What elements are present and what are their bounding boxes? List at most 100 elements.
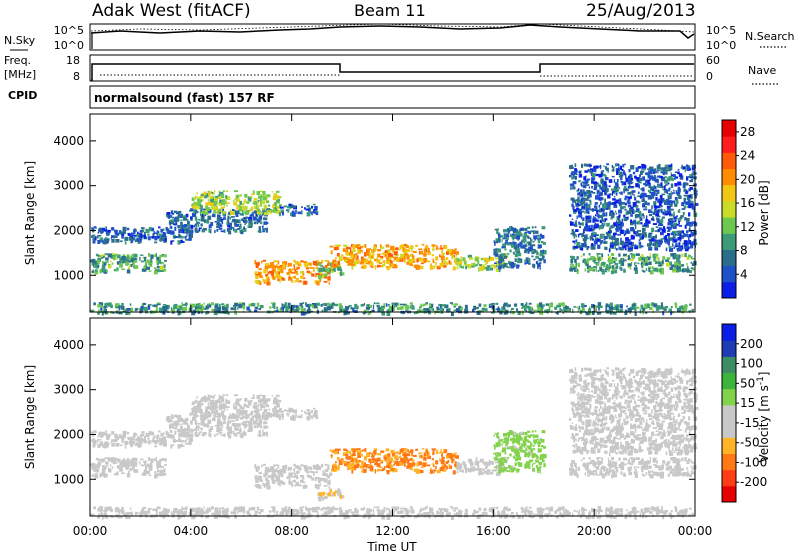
echo-cell (210, 222, 214, 226)
echo-cell (615, 266, 619, 269)
echo-cell (123, 308, 127, 313)
echo-cell (154, 474, 158, 479)
echo-cell (259, 228, 261, 232)
echo-cell (581, 234, 583, 238)
echo-cell (382, 263, 385, 267)
echo-cell (97, 444, 101, 448)
echo-cell (325, 268, 330, 273)
echo-cell (197, 199, 201, 204)
echo-cell (682, 215, 684, 217)
echo-cell (510, 264, 514, 269)
echo-cell (214, 434, 216, 437)
echo-cell (181, 224, 185, 228)
echo-cell (572, 232, 576, 236)
echo-cell (634, 307, 637, 312)
echo-cell (273, 407, 277, 410)
echo-cell (97, 254, 102, 258)
echo-cell (150, 254, 154, 259)
echo-cell (575, 204, 580, 207)
echo-cell (505, 239, 508, 242)
echo-cell (588, 309, 591, 314)
echo-cell (592, 238, 595, 241)
echo-cell (278, 209, 281, 214)
echo-cell (248, 197, 252, 202)
echo-cell (278, 413, 281, 418)
echo-cell (352, 245, 356, 251)
echo-cell (279, 483, 281, 487)
echo-cell (272, 203, 275, 207)
echo-cell (213, 190, 216, 193)
echo-cell (297, 263, 301, 267)
colorbar-swatch (722, 168, 736, 186)
echo-cell (513, 251, 516, 255)
echo-cell (259, 221, 263, 225)
echo-cell (685, 190, 688, 194)
echo-cell (673, 270, 678, 273)
echo-cell (601, 210, 605, 213)
echo-cell (531, 226, 534, 229)
echo-cell (614, 245, 617, 250)
velocity-echoes (90, 367, 699, 521)
echo-cell (350, 247, 352, 253)
echo-cell (675, 237, 677, 240)
echo-cell (606, 163, 610, 166)
echo-cell (109, 464, 112, 467)
echo-cell (186, 233, 188, 237)
echo-cell (654, 168, 657, 172)
echo-cell (656, 169, 660, 171)
echo-cell (144, 469, 146, 474)
echo-cell (91, 462, 96, 468)
echo-cell (647, 180, 650, 184)
echo-cell (218, 208, 221, 212)
echo-cell (655, 189, 660, 192)
echo-cell (634, 231, 639, 235)
echo-cell (480, 268, 484, 272)
echo-cell (113, 269, 116, 272)
echo-cell (432, 258, 434, 263)
echo-cell (628, 241, 632, 246)
echo-cell (230, 414, 235, 420)
echo-cell (143, 268, 147, 272)
echo-cell (625, 255, 628, 257)
echo-cell (639, 309, 642, 314)
echo-cell (642, 224, 645, 228)
echo-cell (637, 167, 641, 169)
echo-cell (599, 201, 602, 205)
echo-cell (99, 269, 102, 274)
echo-cell (537, 240, 541, 244)
echo-cell (105, 474, 108, 477)
echo-cell (223, 408, 226, 412)
echo-cell (242, 424, 246, 427)
echo-cell (385, 303, 388, 307)
echo-cell (190, 420, 193, 424)
echo-cell (575, 229, 579, 232)
echo-cell (446, 250, 450, 253)
echo-cell (259, 281, 262, 286)
echo-cell (635, 205, 639, 208)
echo-cell (642, 165, 647, 169)
colorbar-tick-label: 4 (740, 267, 748, 281)
echo-cell (130, 263, 133, 267)
echo-cell (293, 463, 296, 467)
echo-cell (324, 495, 328, 500)
echo-cell (133, 229, 136, 235)
echo-cell (678, 269, 682, 272)
echo-cell (441, 259, 444, 263)
echo-cell (291, 416, 296, 421)
echo-cell (167, 418, 171, 423)
echo-cell (245, 210, 248, 216)
echo-cell (262, 196, 267, 201)
echo-cell (97, 231, 100, 234)
echo-cell (254, 271, 258, 276)
echo-cell (341, 495, 345, 499)
echo-cell (262, 278, 264, 282)
echo-cell (248, 401, 252, 406)
echo-cell (242, 411, 247, 415)
echo-cell (585, 184, 590, 186)
echo-cell (610, 217, 613, 220)
echo-cell (119, 260, 122, 264)
echo-cell (570, 187, 572, 190)
noise-tick-left-top: 10^5 (54, 24, 84, 37)
echo-cell (623, 188, 625, 192)
echo-cell (200, 398, 204, 400)
